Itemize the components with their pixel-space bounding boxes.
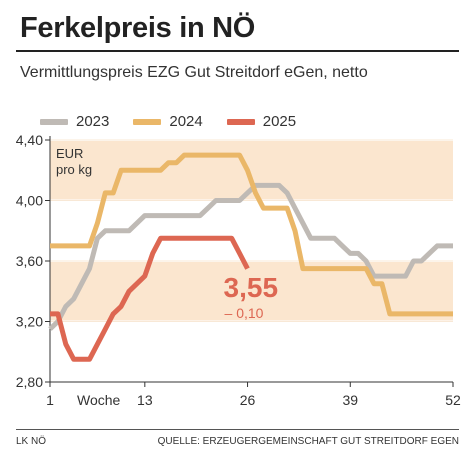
footer-credit: LK NÖ — [16, 436, 47, 447]
legend-item-2023: 2023 — [40, 113, 109, 130]
series-line-2023 — [48, 182, 453, 331]
legend-item-2024: 2024 — [133, 113, 203, 130]
x-tick-label-4: 52 — [445, 392, 461, 408]
series-line-2025 — [50, 235, 250, 362]
legend-swatch-2023 — [40, 118, 68, 125]
y-tick-label-1: 3,20 — [16, 314, 43, 330]
legend-item-2025: 2025 — [226, 113, 297, 130]
x-tick-label-3: 39 — [342, 392, 358, 408]
chart-legend: 2023 2024 2025 — [40, 113, 296, 130]
series-line-2024 — [50, 152, 453, 317]
title-rule — [16, 50, 459, 52]
annotation-change: – 0,10 — [225, 305, 264, 321]
x-tick-label-2: 26 — [240, 392, 256, 408]
annotation-value: 3,55 — [224, 272, 278, 303]
legend-label-2023: 2023 — [76, 113, 110, 130]
x-axis-label: Woche — [77, 392, 121, 408]
legend-swatch-2024 — [133, 118, 162, 125]
unit-label-line-1: EUR — [56, 146, 83, 161]
footer-rule — [16, 429, 459, 430]
unit-label-line-2: pro kg — [56, 162, 92, 177]
x-tick-label-0: 1 — [46, 392, 54, 408]
page-title: Ferkelpreis in NÖ — [20, 12, 256, 44]
y-tick-label-3: 4,00 — [16, 193, 43, 209]
x-tick-label-1: 13 — [137, 392, 153, 408]
legend-swatch-2025 — [226, 118, 255, 125]
legend-label-2025: 2025 — [262, 113, 297, 130]
footer-source: QUELLE: ERZEUGERGEMEINSCHAFT GUT STREITD… — [157, 436, 459, 447]
chart-subtitle: Vermittlungspreis EZG Gut Streitdorf eGe… — [20, 64, 368, 81]
y-tick-label-4: 4,40 — [16, 132, 43, 148]
y-tick-label-2: 3,60 — [16, 253, 43, 269]
y-tick-label-0: 2,80 — [16, 374, 43, 390]
legend-label-2024: 2024 — [169, 113, 203, 130]
